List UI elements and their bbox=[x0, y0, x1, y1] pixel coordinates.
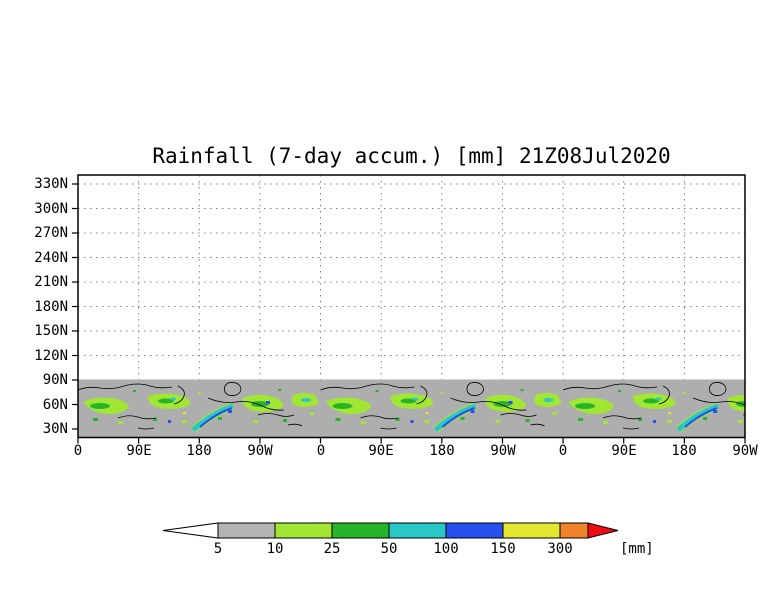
y-axis-label: 90N bbox=[42, 372, 68, 388]
colorbar-segment-orange bbox=[559, 522, 589, 539]
colorbar-tick-label: 300 bbox=[547, 541, 573, 557]
colorbar-tick-label: 150 bbox=[490, 541, 516, 557]
colorbar-segment-blue bbox=[445, 522, 504, 539]
colorbar-segment-gray bbox=[217, 522, 276, 539]
x-axis-label: 0 bbox=[316, 443, 326, 459]
x-axis-label: 180 bbox=[671, 443, 697, 459]
y-axis-label: 60N bbox=[42, 397, 68, 413]
colorbar-segment-cyan bbox=[388, 522, 447, 539]
plot-frame bbox=[77, 174, 746, 439]
y-axis-label: 300N bbox=[34, 201, 68, 217]
colorbar-unit-label: [mm] bbox=[620, 541, 654, 557]
colorbar-tick-label: 50 bbox=[380, 541, 398, 557]
axis-ticks bbox=[72, 183, 746, 444]
y-axis-label: 210N bbox=[34, 274, 68, 290]
x-axis-label: 0 bbox=[558, 443, 568, 459]
y-axis-label: 270N bbox=[34, 225, 68, 241]
y-axis-label: 330N bbox=[34, 176, 68, 192]
colorbar-tick-label: 25 bbox=[323, 541, 341, 557]
x-axis-label: 180 bbox=[186, 443, 212, 459]
y-axis-label: 240N bbox=[34, 250, 68, 266]
x-axis-label: 0 bbox=[73, 443, 83, 459]
colorbar-right-arrow bbox=[587, 522, 619, 539]
y-axis-label: 30N bbox=[42, 421, 68, 437]
x-axis-label: 90W bbox=[490, 443, 516, 459]
colorbar-segment-yellow bbox=[502, 522, 561, 539]
colorbar-left-arrow bbox=[162, 522, 219, 539]
colorbar-tick-label: 100 bbox=[433, 541, 459, 557]
x-axis-label: 90W bbox=[247, 443, 273, 459]
chart-title: Rainfall (7-day accum.) [mm] 21Z08Jul202… bbox=[152, 144, 671, 168]
x-axis-label: 90E bbox=[368, 443, 394, 459]
colorbar-tick-label: 10 bbox=[266, 541, 284, 557]
y-axis-label: 180N bbox=[34, 299, 68, 315]
colorbar-tick-label: 5 bbox=[213, 541, 223, 557]
x-axis-label: 90E bbox=[126, 443, 152, 459]
colorbar-segment-yellowgreen bbox=[274, 522, 333, 539]
x-axis-label: 90W bbox=[732, 443, 758, 459]
y-axis-label: 150N bbox=[34, 323, 68, 339]
x-axis-label: 90E bbox=[611, 443, 637, 459]
x-axis-label: 180 bbox=[429, 443, 455, 459]
y-axis-label: 120N bbox=[34, 348, 68, 364]
colorbar-segment-green bbox=[331, 522, 390, 539]
colorbar bbox=[162, 522, 619, 539]
